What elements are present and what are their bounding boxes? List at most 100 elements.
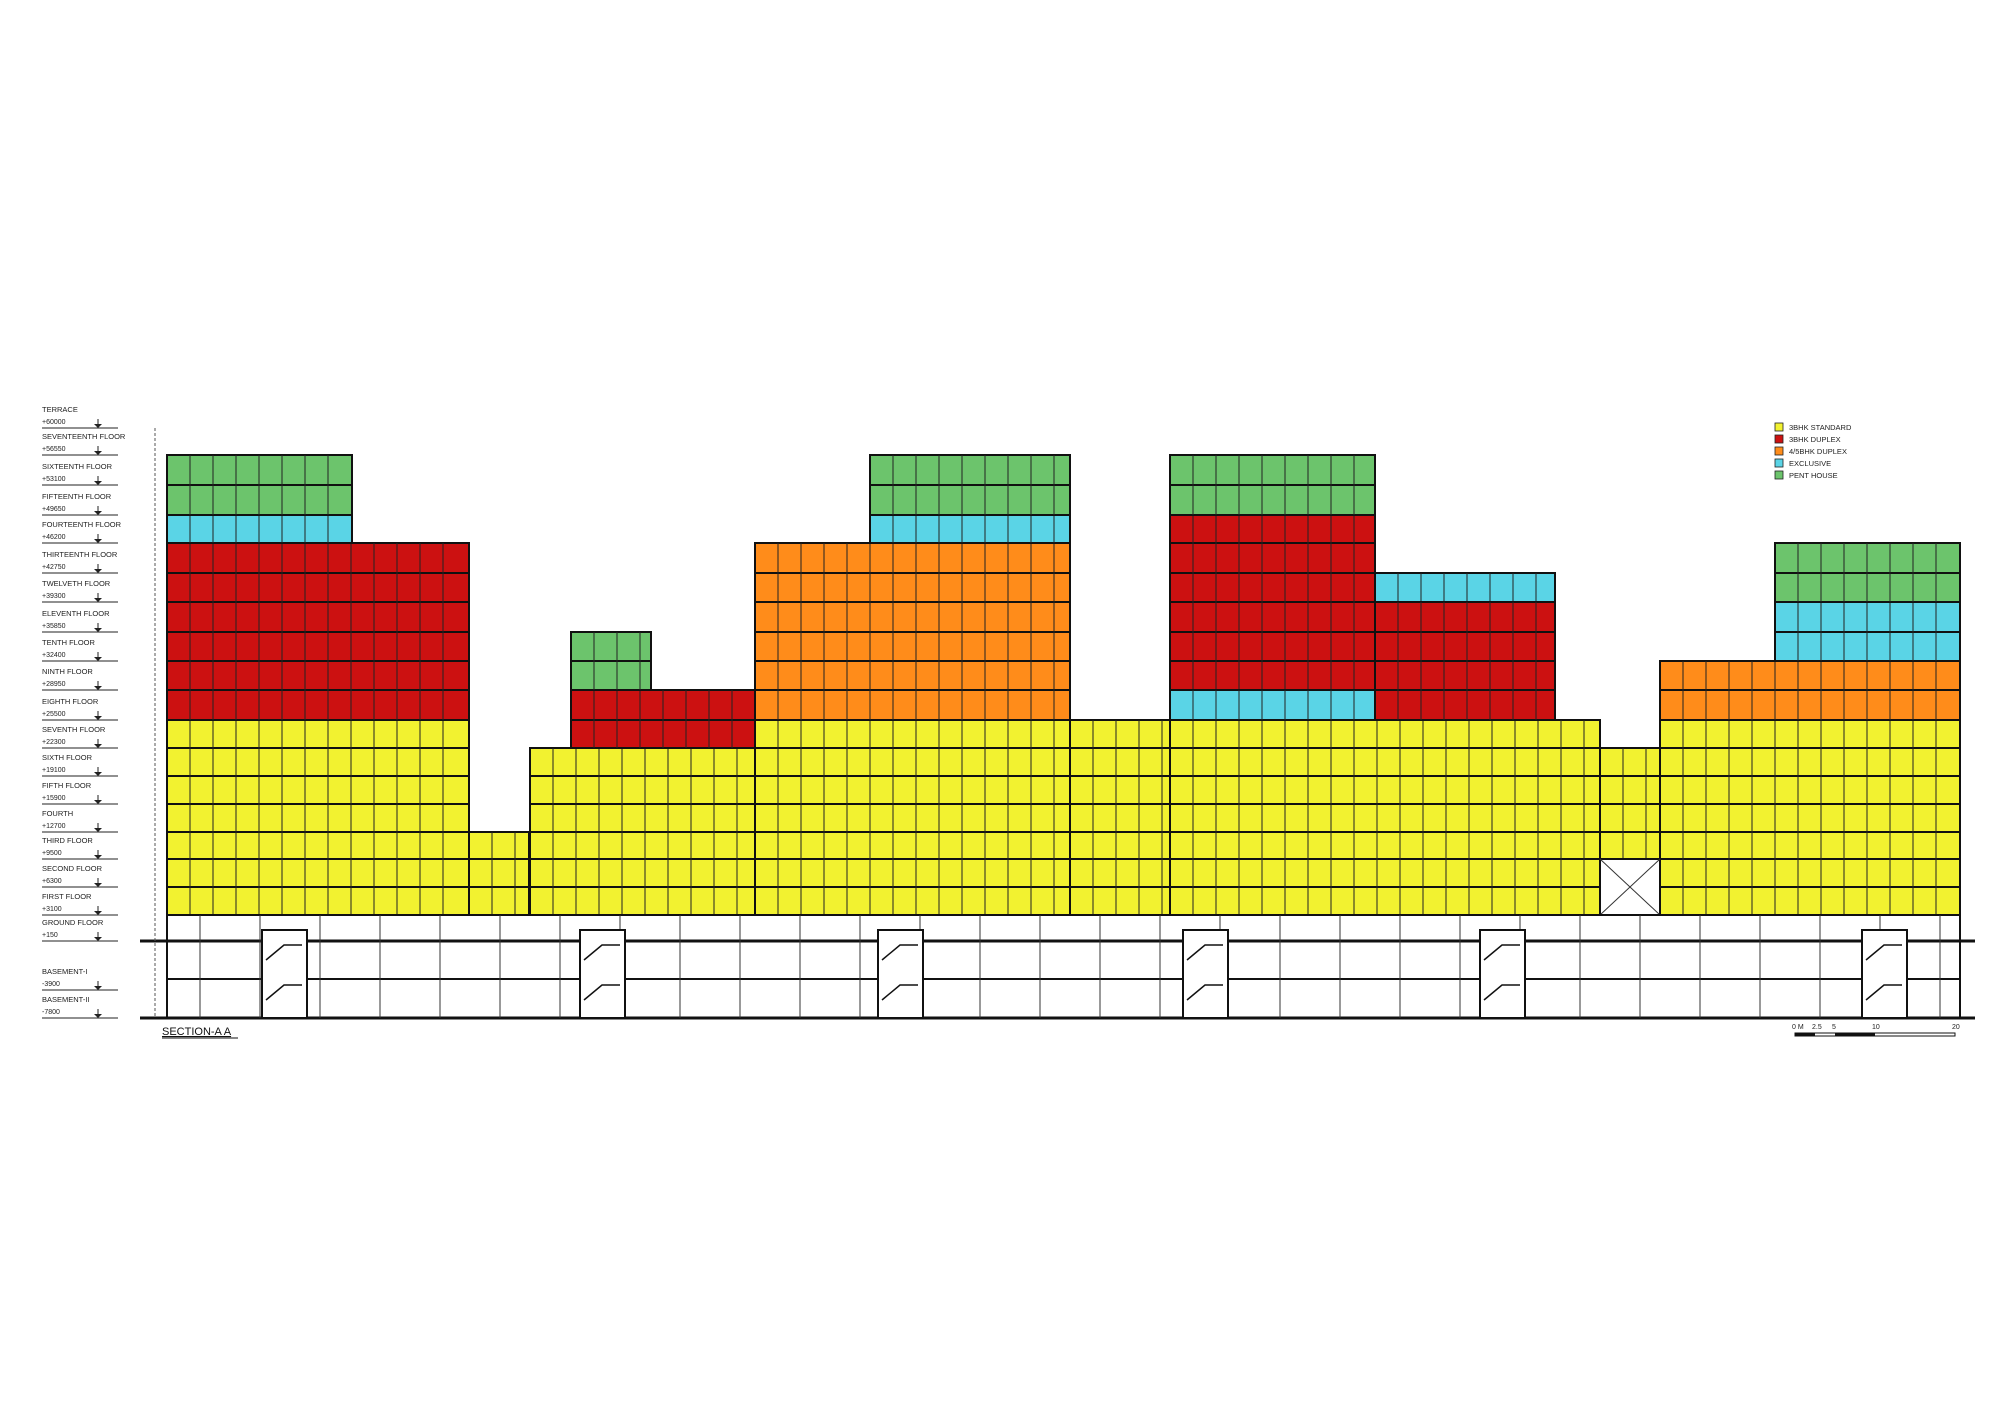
level-marker: FIFTH FLOOR +15900 [42,781,118,805]
section-title: SECTION-A A [162,1026,232,1038]
level-elevation: +25500 [42,711,66,718]
level-elevation: +60000 [42,419,66,426]
level-elevation: +42750 [42,564,66,571]
basement-stair [1182,929,1229,1019]
level-marker: GROUND FLOOR +150 [42,918,118,942]
tower-d-penthouse [1169,454,1376,516]
tower-f-standard [1659,719,1961,942]
level-marker: EIGHTH FLOOR +25500 [42,697,118,721]
tower-e-exclusive [1374,572,1556,603]
legend-item: 3BHK DUPLEX [1774,434,1841,444]
scale-label: 10 [1872,1024,1880,1031]
level-elevation: +3100 [42,906,62,913]
level-name: GROUND FLOOR [42,918,104,927]
scale-label: 0 M [1792,1024,1804,1031]
tower-a-penthouse [166,454,353,516]
tower-a-exclusive [166,514,353,544]
legend: 3BHK STANDARD 3BHK DUPLEX 4/5BHK DUPLEX EXC… [1774,422,1852,480]
legend-label: 3BHK DUPLEX [1789,435,1841,444]
legend-swatch [1774,470,1784,480]
level-name: TENTH FLOOR [42,638,96,647]
level-name: EIGHTH FLOOR [42,697,99,706]
level-name: FIRST FLOOR [42,892,92,901]
level-elevation: +46200 [42,534,66,541]
scale-bar: 0 M 2.5 5 10 20 [1792,1024,1960,1037]
level-marker: FIRST FLOOR +3100 [42,892,118,916]
tower-c-standard [754,719,1071,942]
level-marker: FIFTEENTH FLOOR +49650 [42,492,118,516]
tower-a-standard [166,719,470,942]
level-name: SIXTH FLOOR [42,753,93,762]
level-marker: SECOND FLOOR +6300 [42,864,118,888]
tower-f-duplex [1659,660,1961,721]
legend-item: PENT HOUSE [1774,470,1838,480]
tower-c-penthouse [869,454,1071,516]
level-name: TWELVETH FLOOR [42,579,111,588]
legend-item: EXCLUSIVE [1774,458,1831,468]
level-marker: SEVENTEENTH FLOOR +56550 [42,432,126,456]
tower-d-duplex [1169,514,1376,691]
level-elevation: +150 [42,932,58,939]
basement-levels [140,914,1975,1020]
level-elevation: +53100 [42,476,66,483]
legend-swatch [1774,422,1784,432]
level-marker: SIXTH FLOOR +19100 [42,753,118,777]
legend-label: 3BHK STANDARD [1789,423,1852,432]
basement-stair [579,929,626,1019]
level-marker: TENTH FLOOR +32400 [42,638,118,662]
level-marker: SEVENTH FLOOR +22300 [42,725,118,749]
level-name: FOURTH [42,809,73,818]
level-markers: TERRACE +60000 SEVENTEENTH FLOOR +56550 SIXT… [42,405,156,1019]
level-elevation: +28950 [42,681,66,688]
level-elevation: +39300 [42,593,66,600]
level-marker: THIRD FLOOR +9500 [42,836,118,860]
basement-stair [1861,929,1908,1019]
basement-stair [261,929,308,1019]
legend-item: 4/5BHK DUPLEX [1774,446,1847,456]
level-marker: THIRTEENTH FLOOR +42750 [42,550,118,574]
level-marker: BASEMENT-II -7800 [42,995,118,1019]
level-name: SEVENTEENTH FLOOR [42,432,126,441]
level-elevation: +49650 [42,506,66,513]
level-marker: TWELVETH FLOOR +39300 [42,579,118,603]
level-marker: TERRACE +60000 [42,405,118,429]
scale-label: 2.5 [1812,1024,1822,1031]
tower-e-duplex [1374,601,1556,721]
level-elevation: +12700 [42,823,66,830]
level-elevation: +32400 [42,652,66,659]
basement-stair [1479,929,1526,1019]
podium-b-standard [529,747,756,942]
level-marker: FOURTEENTH FLOOR +46200 [42,520,122,544]
level-elevation: +22300 [42,739,66,746]
level-name: FOURTEENTH FLOOR [42,520,122,529]
tower-d-standard [1169,719,1601,942]
podium-void [1599,858,1661,916]
level-name: THIRD FLOOR [42,836,93,845]
tower-d-exclusive [1169,689,1376,721]
level-name: SEVENTH FLOOR [42,725,106,734]
level-elevation: -7800 [42,1009,60,1016]
level-elevation: +15900 [42,795,66,802]
legend-label: PENT HOUSE [1789,471,1838,480]
level-name: BASEMENT-II [42,995,90,1004]
scale-label: 20 [1952,1024,1960,1031]
tower-c-exclusive [869,514,1071,544]
legend-label: EXCLUSIVE [1789,459,1831,468]
level-elevation: +6300 [42,878,62,885]
level-elevation: +56550 [42,446,66,453]
tower-b-duplex [570,689,756,749]
level-name: NINTH FLOOR [42,667,93,676]
tower-f-exclusive [1774,601,1961,662]
level-name: TERRACE [42,405,78,414]
tower-f-penthouse [1774,542,1961,603]
legend-swatch [1774,446,1784,456]
level-name: ELEVENTH FLOOR [42,609,110,618]
building-massing [140,454,1975,1020]
drawing-title: SECTION-A A [162,1026,238,1039]
legend-label: 4/5BHK DUPLEX [1789,447,1847,456]
level-name: SECOND FLOOR [42,864,103,873]
tower-b-penthouse [570,631,652,691]
level-name: BASEMENT-I [42,967,87,976]
legend-swatch [1774,458,1784,468]
